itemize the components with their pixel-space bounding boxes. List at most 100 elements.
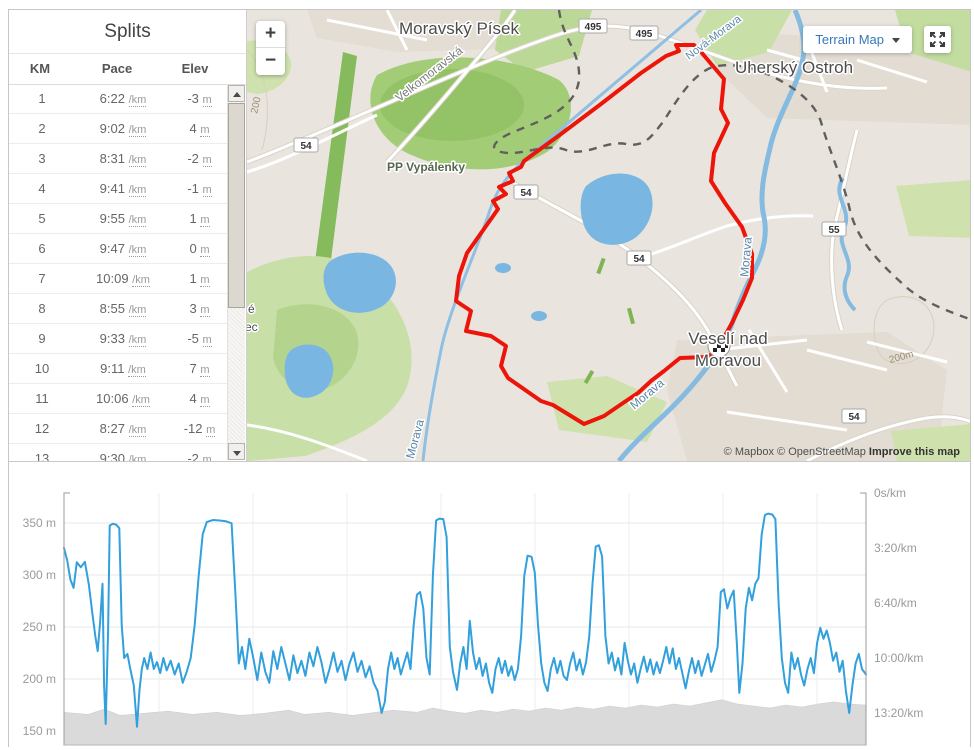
label-pp-vypalenky: PP Vypálenky bbox=[387, 160, 465, 174]
table-row[interactable]: 4 9:41 /km -1 m bbox=[9, 174, 228, 204]
fullscreen-button[interactable] bbox=[924, 26, 951, 53]
label-edge-ec: ec bbox=[247, 320, 258, 334]
split-pace: 8:31 /km bbox=[99, 151, 147, 167]
split-pace: 9:30 /km bbox=[75, 444, 171, 461]
split-elev: 1 m bbox=[189, 211, 210, 227]
map-panel[interactable]: 54 54 495 495 bbox=[247, 10, 970, 461]
split-km: 2 bbox=[38, 121, 46, 136]
splits-panel: Splits KM Pace Elev 1 6:22 /km -3 m 2 9:02 /… bbox=[9, 10, 247, 461]
svg-text:495: 495 bbox=[585, 22, 602, 33]
split-pace: 9:11 /km bbox=[100, 361, 146, 377]
label-veseli-line2: Moravou bbox=[695, 351, 761, 370]
column-header-pace: Pace bbox=[101, 61, 133, 76]
zoom-in-button[interactable]: + bbox=[256, 21, 285, 48]
splits-scrollbar[interactable] bbox=[227, 85, 245, 460]
left-axis-tick: 300 m bbox=[23, 568, 56, 582]
splits-header: KM Pace Elev bbox=[9, 54, 246, 85]
split-km: 8 bbox=[38, 301, 46, 316]
split-pace: 9:33 /km bbox=[99, 331, 147, 347]
elev-unit: m bbox=[200, 124, 210, 137]
split-elev: -1 m bbox=[187, 181, 212, 197]
finish-marker-icon bbox=[707, 334, 731, 358]
activity-frame: Splits KM Pace Elev 1 6:22 /km -3 m 2 9:02 /… bbox=[8, 9, 971, 748]
pace-elevation-chart[interactable]: 350 m 300 m 250 m 200 m 150 m 0s/km 3:20/km 6:4… bbox=[9, 462, 970, 748]
table-row[interactable]: 6 9:47 /km 0 m bbox=[9, 234, 228, 264]
pace-line bbox=[63, 512, 867, 728]
table-row[interactable]: 8 8:55 /km 3 m bbox=[9, 294, 228, 324]
elev-unit: m bbox=[200, 274, 210, 287]
split-pace: 9:47 /km bbox=[99, 241, 147, 257]
split-km: 12 bbox=[34, 421, 50, 436]
map-style-label: Terrain Map bbox=[815, 32, 884, 47]
pace-unit: /km bbox=[128, 94, 147, 107]
table-row[interactable]: 9 9:33 /km -5 m bbox=[9, 324, 228, 354]
split-pace: 9:55 /km bbox=[99, 211, 147, 227]
triangle-up-icon bbox=[233, 92, 241, 97]
svg-text:495: 495 bbox=[636, 29, 653, 40]
pace-unit: /km bbox=[128, 304, 147, 317]
split-elev: 7 m bbox=[189, 361, 210, 377]
right-axis-tick: 6:40/km bbox=[874, 596, 917, 610]
split-km: 4 bbox=[38, 181, 46, 196]
label-veseli-line1: Veselí nad bbox=[688, 329, 767, 348]
table-row[interactable]: 11 10:06 /km 4 m bbox=[9, 384, 228, 414]
triangle-down-icon bbox=[233, 451, 241, 456]
elev-unit: m bbox=[202, 184, 212, 197]
pace-unit: /km bbox=[132, 394, 150, 407]
osm-link[interactable]: © OpenStreetMap bbox=[777, 446, 866, 458]
right-axis-tick: 0s/km bbox=[874, 486, 906, 500]
split-elev: 1 m bbox=[189, 271, 210, 287]
scrollbar-thumb[interactable] bbox=[228, 103, 245, 308]
pace-unit: /km bbox=[128, 424, 147, 437]
left-axis-tick: 200 m bbox=[23, 672, 56, 686]
label-morava-right: Morava bbox=[737, 236, 754, 277]
split-pace: 9:41 /km bbox=[99, 181, 147, 197]
svg-text:54: 54 bbox=[633, 254, 645, 265]
table-row[interactable]: 7 10:09 /km 1 m bbox=[9, 264, 228, 294]
table-row[interactable]: 10 9:11 /km 7 m bbox=[9, 354, 228, 384]
svg-text:54: 54 bbox=[300, 141, 312, 152]
right-axis-tick: 13:20/km bbox=[874, 706, 923, 720]
table-row[interactable]: 3 8:31 /km -2 m bbox=[9, 144, 228, 174]
road-shield-54: 54 bbox=[513, 184, 539, 200]
top-row: Splits KM Pace Elev 1 6:22 /km -3 m 2 9:02 /… bbox=[9, 10, 970, 462]
pace-unit: /km bbox=[128, 184, 147, 197]
split-km: 1 bbox=[38, 91, 46, 106]
pace-unit: /km bbox=[132, 274, 150, 287]
splits-title: Splits bbox=[9, 10, 246, 54]
scroll-up-button[interactable] bbox=[228, 85, 245, 102]
mapbox-link[interactable]: © Mapbox bbox=[723, 446, 774, 458]
table-row[interactable]: 12 8:27 /km -12 m bbox=[9, 414, 228, 444]
pace-unit: /km bbox=[128, 454, 147, 461]
scroll-down-button[interactable] bbox=[228, 443, 245, 460]
table-row[interactable]: 5 9:55 /km 1 m bbox=[9, 204, 228, 234]
pace-unit: /km bbox=[128, 334, 147, 347]
svg-text:54: 54 bbox=[848, 412, 860, 423]
map-style-dropdown[interactable]: Terrain Map bbox=[803, 26, 912, 53]
split-pace: 10:06 /km bbox=[96, 391, 150, 407]
fullscreen-icon bbox=[930, 32, 945, 47]
label-uhersky-ostroh: Uherský Ostroh bbox=[735, 58, 853, 77]
split-km: 9 bbox=[38, 331, 46, 346]
split-elev: -3 m bbox=[187, 91, 212, 107]
pace-unit: /km bbox=[128, 214, 147, 227]
split-km: 10 bbox=[34, 361, 50, 376]
elev-unit: m bbox=[200, 244, 210, 257]
activity-route bbox=[454, 43, 754, 426]
improve-map-link[interactable]: Improve this map bbox=[868, 446, 960, 458]
map-zoom-control: + − bbox=[256, 21, 285, 75]
split-elev: -12 m bbox=[183, 421, 216, 437]
table-row[interactable]: 1 6:22 /km -3 m bbox=[9, 84, 228, 114]
elev-unit: m bbox=[200, 394, 210, 407]
split-km: 13 bbox=[34, 451, 50, 461]
map-attribution: © Mapbox © OpenStreetMap Improve this ma… bbox=[724, 446, 960, 458]
table-row[interactable]: 2 9:02 /km 4 m bbox=[9, 114, 228, 144]
column-header-km: KM bbox=[29, 61, 51, 76]
chart-canvas[interactable]: 350 m 300 m 250 m 200 m 150 m 0s/km 3:20/km 6:4… bbox=[9, 462, 970, 748]
table-row[interactable]: 13 9:30 /km -2 m bbox=[9, 444, 228, 461]
elev-unit: m bbox=[202, 334, 212, 347]
zoom-out-button[interactable]: − bbox=[264, 50, 277, 71]
elev-unit: m bbox=[200, 364, 210, 377]
route-map[interactable]: 54 54 495 495 bbox=[247, 10, 970, 461]
